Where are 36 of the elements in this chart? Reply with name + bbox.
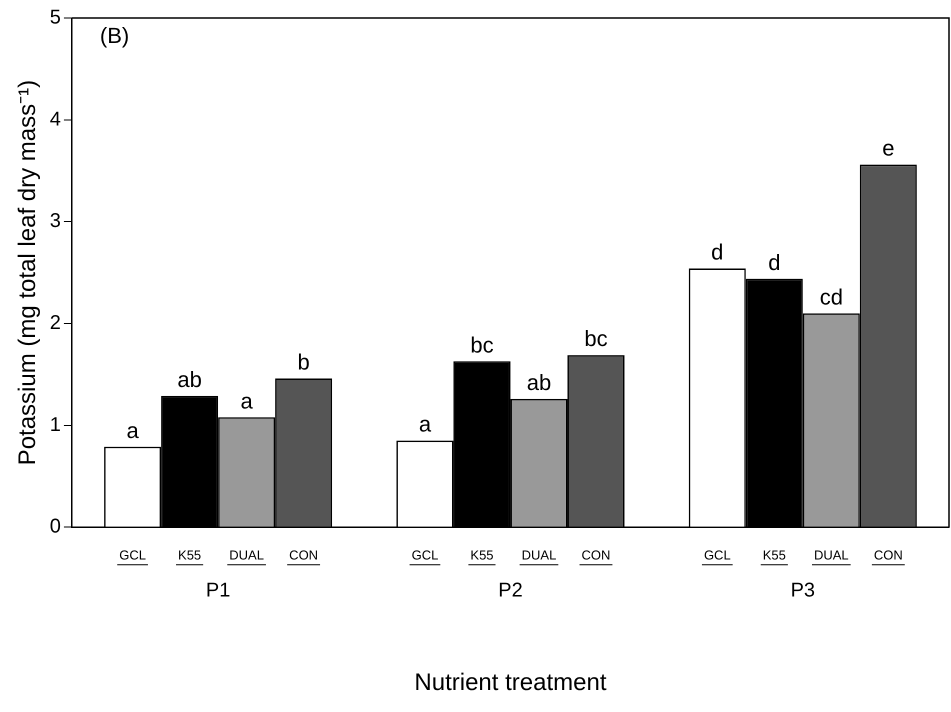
data-label: ab [177,366,202,392]
series-label: K55 [178,547,202,562]
x-tick-label: P1 [206,580,230,602]
data-label: bc [470,332,494,358]
text: GCL [412,547,438,562]
x-axis-title: Nutrient treatment [414,669,607,696]
text: GCL [704,547,731,562]
data-label: a [240,388,254,414]
y-tick-label: 1 [50,414,61,436]
data-label: cd [820,284,843,310]
x-tick-label: P2 [498,580,523,602]
y-tick-label: 0 [50,516,61,538]
data-label: a [418,412,432,437]
text: CON [874,547,903,562]
series-label: GCL [119,547,146,562]
text: DUAL [522,547,556,562]
data-label: d [768,250,780,275]
series-label: CON [289,547,318,562]
y-tick-label: 4 [50,108,61,130]
y-tick-label: 5 [50,6,61,29]
series-label: DUAL [229,547,264,562]
text: K55 [470,547,494,562]
data-label: b [297,350,310,375]
text: K55 [762,547,786,562]
y-axis-title: Potassium (mg total leaf dry mass⁻¹) [14,80,42,466]
text: CON [582,547,610,562]
data-label: e [882,136,894,161]
x-tick-label: P3 [790,580,816,602]
data-label: ab [526,370,552,395]
data-label: a [126,418,140,443]
y-tick-label: 3 [50,210,61,232]
text: DUAL [814,547,849,562]
annotation: (B) [100,23,130,48]
data-label: d [711,240,724,265]
y-tick-label: 2 [50,312,61,334]
data-label: bc [584,326,608,352]
